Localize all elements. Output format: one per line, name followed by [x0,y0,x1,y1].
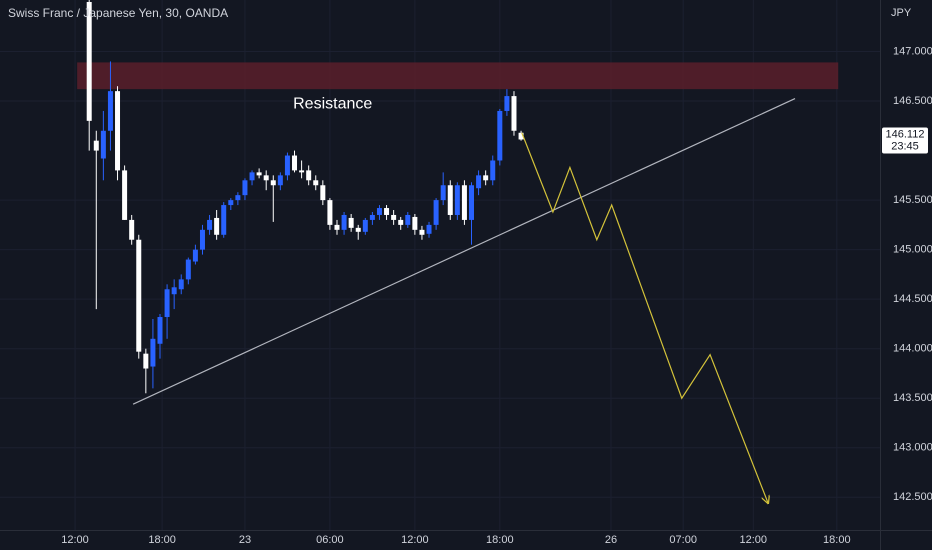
x-tick-label: 12:00 [401,534,429,546]
candle-body [284,155,290,176]
x-tick-label: 23 [239,534,251,546]
candle-body [419,229,425,235]
candle-body [461,185,467,220]
candle-body [469,185,475,220]
candle-body [100,130,106,159]
candle-body [483,175,489,181]
candle-body [122,170,128,220]
x-tick-label: 12:00 [740,534,768,546]
candle-body [249,172,255,181]
candle-body [129,219,135,240]
candle-body [150,338,156,367]
candle-body [405,214,411,225]
candle-body [476,175,482,189]
candle-body [228,200,234,206]
x-tick-label: 26 [605,534,617,546]
candle-body [384,208,390,215]
candle-body [143,353,149,369]
candle-body [313,180,319,186]
currency-label: JPY [891,7,912,19]
candle-body [341,214,347,230]
axes: 142.500 143.000 143.500 144.000 144.500 145.0… [61,45,932,545]
y-tick-label: 142.500 [893,491,932,503]
candle-body [277,175,283,186]
candle-body [299,170,305,173]
x-tick-label: 18:00 [486,534,514,546]
candle-body [490,160,496,181]
candle-body [207,219,213,230]
x-tick-label: 12:00 [61,534,89,546]
x-tick-label: 06:00 [316,534,344,546]
candle-body [369,214,375,220]
candle-body [376,208,382,215]
y-tick-label: 146.500 [893,95,932,107]
candle-body [263,175,269,181]
candle-body [433,200,439,225]
candle-body [157,317,163,344]
candle-body [320,185,326,201]
candle-body [362,219,368,232]
candle-body [348,217,354,228]
x-tick-label: 07:00 [669,534,697,546]
resistance-zone [77,62,839,90]
candle-body [93,140,99,151]
candle-body [115,91,121,171]
candle-body [199,229,205,250]
candle-body [511,96,517,131]
candle-body [107,91,113,131]
candle-body [355,227,361,232]
candle-body [306,170,312,181]
candle-body [454,185,460,215]
candle-body [426,224,432,234]
y-tick-label: 145.000 [893,244,932,256]
plot-area [77,0,839,504]
last-price-label: 146.112 [886,128,925,140]
candle-body [235,195,241,201]
candle-body [242,180,248,196]
y-tick-label: 144.500 [893,293,932,305]
candle-body [221,205,227,235]
projection-path [521,132,768,504]
last-price-box [882,127,928,154]
candle-body [497,110,503,161]
candle-body [171,287,177,295]
y-tick-label: 143.000 [893,442,932,454]
grid [0,0,880,530]
candle-body [192,249,198,262]
x-tick-label: 18:00 [148,534,176,546]
candle-body [136,239,142,352]
trendline [132,98,796,405]
candle-body [214,217,220,235]
candle-body [412,216,418,230]
candle-body [327,200,333,225]
candle-body [270,180,276,186]
candle-body [504,96,510,111]
chart-title: Swiss Franc / Japanese Yen, 30, OANDA [8,6,228,20]
x-tick-label: 18:00 [823,534,851,546]
candle-body [447,185,453,215]
y-tick-label: 145.500 [893,194,932,206]
candle-body [164,289,170,318]
candle-body [398,219,404,225]
candle-body [334,224,340,230]
candle-body [178,279,184,290]
y-tick-label: 144.000 [893,343,932,355]
countdown-label: 23:45 [891,140,919,152]
candle-body [256,172,262,176]
candle-body [518,132,524,140]
resistance-label: Resistance [293,95,372,112]
y-tick-label: 147.000 [893,45,932,57]
candle-body [440,185,446,201]
candle-body [185,259,191,280]
y-tick-label: 143.500 [893,392,932,404]
candle-body [292,155,298,171]
candle-body [391,214,397,220]
candle-body [86,1,92,121]
